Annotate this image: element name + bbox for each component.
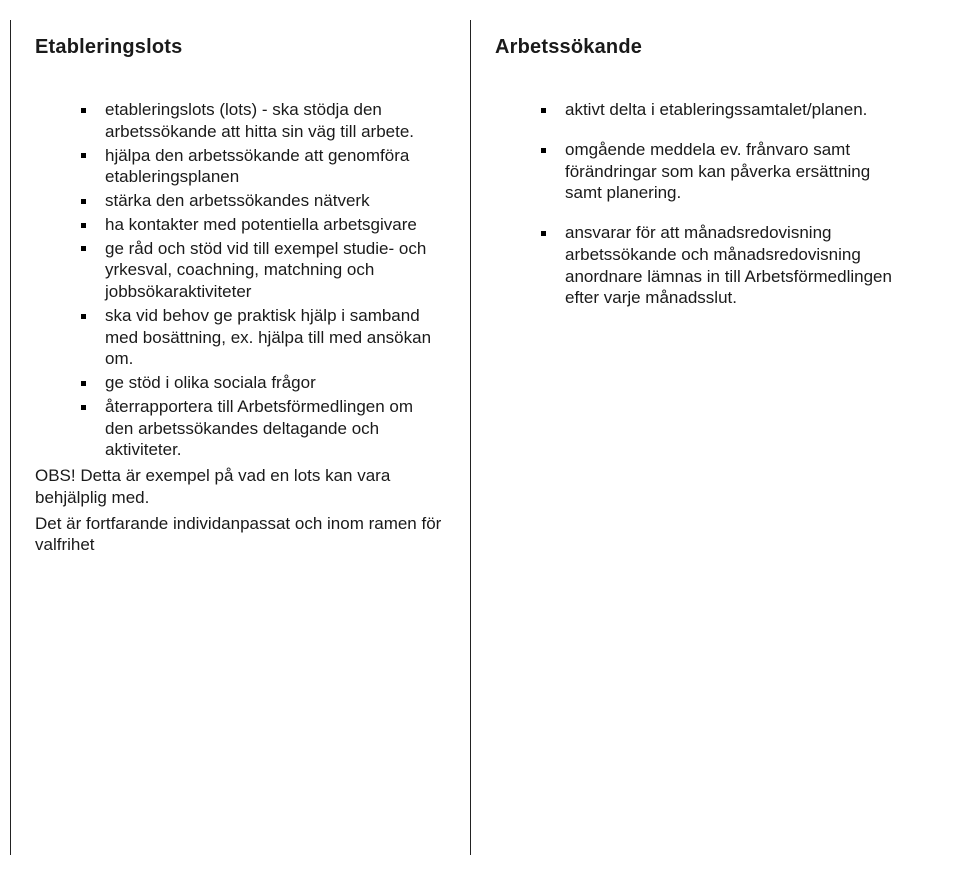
list-item-text: stärka den arbetssökandes nätverk — [105, 191, 370, 210]
list-item-text: ska vid behov ge praktisk hjälp i samban… — [105, 306, 431, 369]
list-item: ge råd och stöd vid till exempel studie-… — [81, 238, 446, 303]
left-bullet-list: etableringslots (lots) - ska stödja den … — [35, 99, 446, 461]
list-item: ska vid behov ge praktisk hjälp i samban… — [81, 305, 446, 370]
document-page: Etableringslots etableringslots (lots) -… — [0, 0, 960, 875]
right-bullet-list: aktivt delta i etableringssamtalet/plane… — [495, 99, 906, 309]
list-item: etableringslots (lots) - ska stödja den … — [81, 99, 446, 143]
list-item-text: ge stöd i olika sociala frågor — [105, 373, 316, 392]
note-obs: OBS! Detta är exempel på vad en lots kan… — [35, 465, 446, 509]
list-item: stärka den arbetssökandes nätverk — [81, 190, 446, 212]
list-item-text: ha kontakter med potentiella arbetsgivar… — [105, 215, 417, 234]
list-item-text: ansvarar för att månadsredovisning arbet… — [565, 223, 892, 307]
note-individ: Det är fortfarande individanpassat och i… — [35, 513, 446, 557]
list-item: hjälpa den arbetssökande att genomföra e… — [81, 145, 446, 189]
list-item-text: etableringslots (lots) - ska stödja den … — [105, 100, 414, 141]
list-item-text: hjälpa den arbetssökande att genomföra e… — [105, 146, 409, 187]
list-item-text: ge råd och stöd vid till exempel studie-… — [105, 239, 426, 302]
left-column: Etableringslots etableringslots (lots) -… — [10, 20, 470, 855]
list-item: ge stöd i olika sociala frågor — [81, 372, 446, 394]
list-item-text: återrapportera till Arbetsförmedlingen o… — [105, 397, 413, 460]
list-item-text: omgående meddela ev. frånvaro samt förän… — [565, 140, 870, 203]
right-column: Arbetssökande aktivt delta i etablerings… — [470, 20, 930, 855]
list-item: ansvarar för att månadsredovisning arbet… — [541, 222, 906, 309]
right-heading: Arbetssökande — [495, 36, 906, 59]
left-heading: Etableringslots — [35, 36, 446, 59]
list-item: ha kontakter med potentiella arbetsgivar… — [81, 214, 446, 236]
list-item: omgående meddela ev. frånvaro samt förän… — [541, 139, 906, 204]
list-item: aktivt delta i etableringssamtalet/plane… — [541, 99, 906, 121]
list-item-text: aktivt delta i etableringssamtalet/plane… — [565, 100, 867, 119]
list-item: återrapportera till Arbetsförmedlingen o… — [81, 396, 446, 461]
